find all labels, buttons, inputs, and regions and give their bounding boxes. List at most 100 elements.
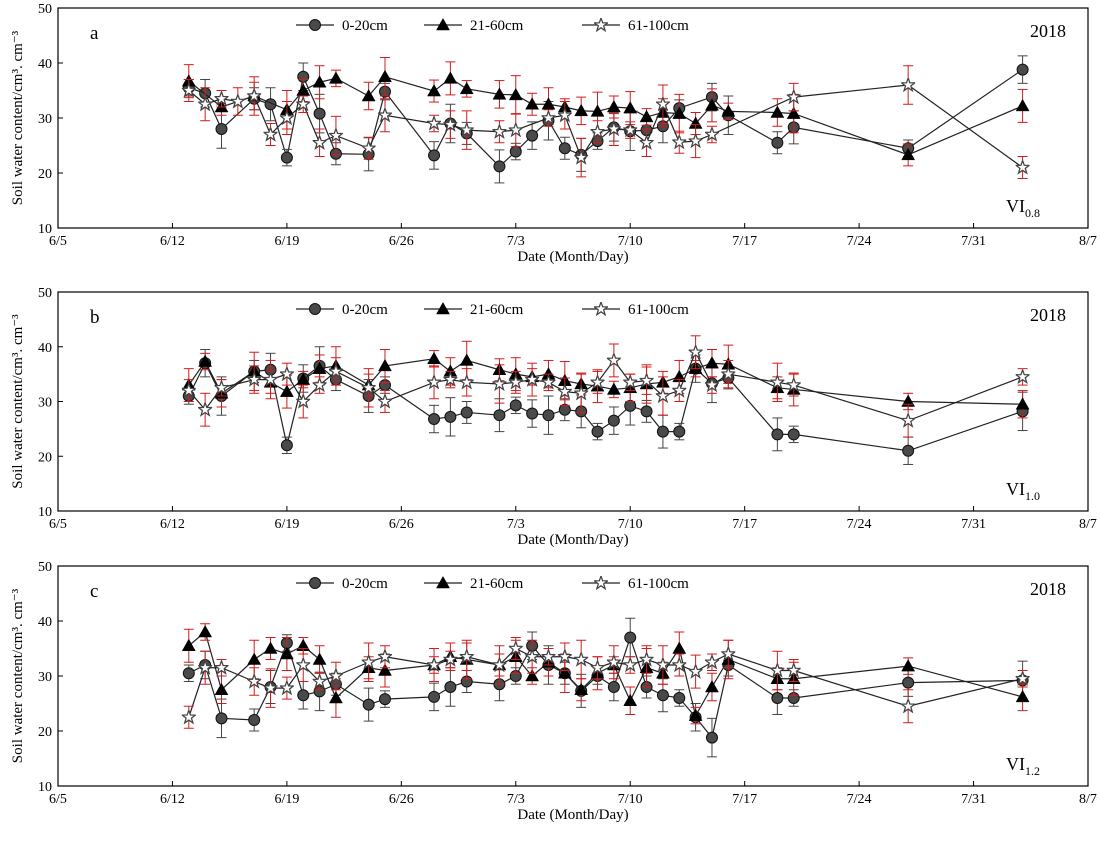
y-tick-label: 50 [38, 560, 52, 575]
data-point-circle [460, 406, 473, 419]
x-tick-label: 7/10 [618, 517, 643, 532]
legend-label: 21-60cm [470, 302, 524, 318]
data-point-triangle [459, 81, 474, 95]
data-point-circle [607, 681, 620, 693]
data-point-triangle [181, 638, 196, 651]
year-label: 2018 [1030, 21, 1066, 41]
y-tick-label: 30 [38, 396, 52, 411]
data-point-triangle [574, 682, 589, 695]
data-point-triangle [361, 88, 376, 102]
data-point-triangle [721, 104, 736, 117]
data-point-triangle [214, 682, 229, 695]
data-point-circle [493, 160, 506, 173]
x-tick-label: 7/24 [847, 792, 872, 807]
x-tick-label: 8/7 [1079, 234, 1097, 249]
x-tick-label: 7/10 [618, 792, 643, 807]
x-axis-title: Date (Month/Day) [517, 532, 628, 548]
x-tick-label: 6/26 [389, 517, 414, 532]
panel-c: 10 20 30 40 50 6/5 6/12 6/19 6/26 7/3 7/10 7/17 7/24… [10, 560, 1097, 823]
data-point-triangle [705, 679, 719, 693]
legend-marker-star [594, 302, 608, 316]
data-point-triangle [492, 87, 507, 100]
data-point-triangle [459, 353, 474, 366]
plot-frame [57, 7, 1089, 229]
series-21-60cm [181, 57, 1030, 167]
series-61-100cm [181, 65, 1030, 179]
data-point-circle [558, 142, 571, 155]
data-point-circle [771, 136, 784, 149]
data-point-triangle [1015, 397, 1030, 410]
data-point-circle [182, 667, 195, 680]
y-tick-label: 20 [38, 167, 52, 182]
x-tick-label: 7/17 [732, 517, 757, 532]
data-point-circle [624, 399, 637, 412]
data-point-triangle [786, 106, 801, 119]
data-point-circle [624, 631, 637, 644]
series-0-20cm [182, 346, 1029, 465]
data-point-triangle [606, 382, 621, 395]
x-tick-label: 7/24 [847, 234, 872, 249]
y-tick-label: 40 [38, 615, 52, 630]
data-point-circle [640, 405, 653, 418]
data-point-circle [313, 107, 326, 120]
data-point-circle [280, 151, 293, 164]
panel-letter: b [90, 307, 100, 328]
data-point-circle [542, 409, 555, 422]
x-tick-label: 8/7 [1079, 517, 1097, 532]
data-point-circle [248, 714, 261, 726]
data-point-triangle [312, 652, 327, 665]
data-point-triangle [198, 354, 213, 367]
series-0-20cm [182, 617, 1029, 758]
data-point-triangle [705, 98, 719, 111]
data-point-circle [428, 149, 441, 162]
legend-marker-star [594, 18, 608, 32]
year-label: 2018 [1030, 579, 1066, 599]
x-tick-label: 7/31 [961, 792, 986, 807]
x-tick-label: 6/19 [274, 234, 299, 249]
x-tick-label: 6/12 [160, 792, 185, 807]
data-point-circle [509, 145, 522, 158]
data-point-triangle [378, 358, 392, 372]
data-point-circle [378, 693, 391, 706]
legend-label: 61-100cm [628, 576, 689, 592]
x-tick-label: 6/19 [274, 517, 299, 532]
data-point-triangle [623, 693, 638, 706]
y-tick-label: 30 [38, 112, 52, 127]
legend-label: 0-20cm [342, 576, 388, 592]
data-point-triangle [525, 97, 540, 110]
data-point-circle [280, 439, 293, 452]
y-tick-label: 20 [38, 725, 52, 740]
data-point-circle [787, 428, 800, 441]
data-point-triangle [557, 666, 572, 679]
series-line [188, 635, 1023, 739]
x-tick-label: 6/12 [160, 234, 185, 249]
y-tick-label: 50 [38, 286, 52, 301]
data-point-triangle [312, 361, 327, 374]
data-point-circle [673, 692, 686, 704]
data-point-triangle [672, 106, 687, 119]
x-tick-label: 6/19 [274, 792, 299, 807]
data-point-circle [215, 123, 228, 135]
panel-b: 10 20 30 40 50 6/5 6/12 6/19 6/26 7/3 7/10 7/17 7/24… [10, 286, 1097, 548]
legend-label: 0-20cm [342, 302, 388, 318]
y-tick-label: 10 [38, 505, 52, 520]
y-tick-label: 30 [38, 670, 52, 685]
x-tick-label: 7/17 [732, 792, 757, 807]
x-tick-label: 7/10 [618, 234, 643, 249]
series-61-100cm [181, 335, 1030, 438]
data-point-triangle [279, 384, 294, 397]
data-point-circle [444, 410, 457, 423]
data-point-triangle [279, 646, 294, 660]
treatment-label: VI0.8 [1006, 196, 1040, 220]
y-tick-label: 10 [38, 222, 52, 237]
panel-letter: c [90, 581, 98, 602]
data-point-triangle [427, 351, 441, 365]
series-line [188, 647, 1023, 718]
data-point-circle [607, 414, 620, 427]
y-axis-title: Soil water content/cm³. cm⁻³ [10, 588, 26, 763]
x-axis-title: Date (Month/Day) [517, 249, 628, 265]
data-point-triangle [590, 104, 605, 117]
data-point-triangle [606, 99, 621, 113]
data-point-triangle [247, 652, 262, 665]
series-line [188, 76, 1023, 156]
